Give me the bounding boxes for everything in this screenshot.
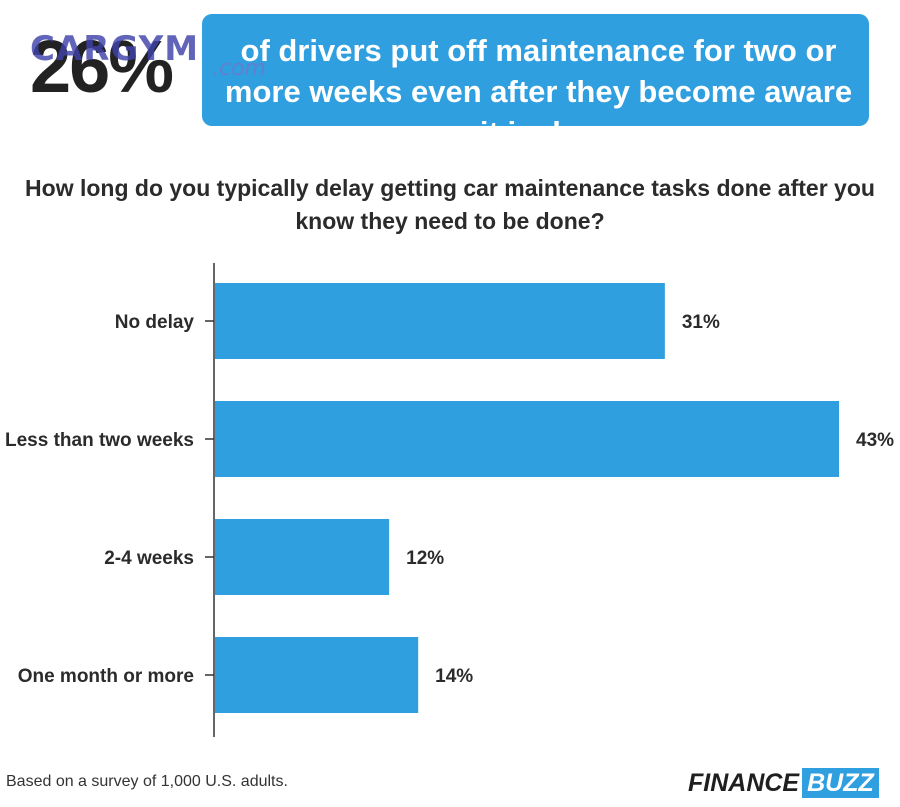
category-label: 2-4 weeks [104,548,194,569]
survey-footnote: Based on a survey of 1,000 U.S. adults. [6,773,288,790]
category-label: Less than two weeks [5,430,194,451]
hero-stat: 26% [30,25,174,108]
brand-logo: FINANCE BUZZ [688,768,879,798]
bar-chart: No delay 31% Less than two weeks 43% 2-4 wee… [5,263,894,737]
brand-accent: BUZZ [802,768,879,798]
category-label: No delay [115,312,195,333]
chart-title: How long do you typically delay getting … [25,175,875,234]
value-label: 31% [682,312,720,333]
bar [215,519,390,595]
value-label: 12% [406,548,444,569]
watermark-logo: CARGYM [30,29,200,69]
value-label: 43% [856,430,894,451]
bar [215,401,839,477]
bar [215,637,419,713]
value-label: 14% [435,666,473,687]
category-label: One month or more [18,666,194,687]
brand-main: FINANCE [688,769,800,797]
bar [215,283,665,359]
hero-statement: of drivers put off maintenance for two o… [202,14,869,150]
watermark-domain: .com [212,56,266,81]
